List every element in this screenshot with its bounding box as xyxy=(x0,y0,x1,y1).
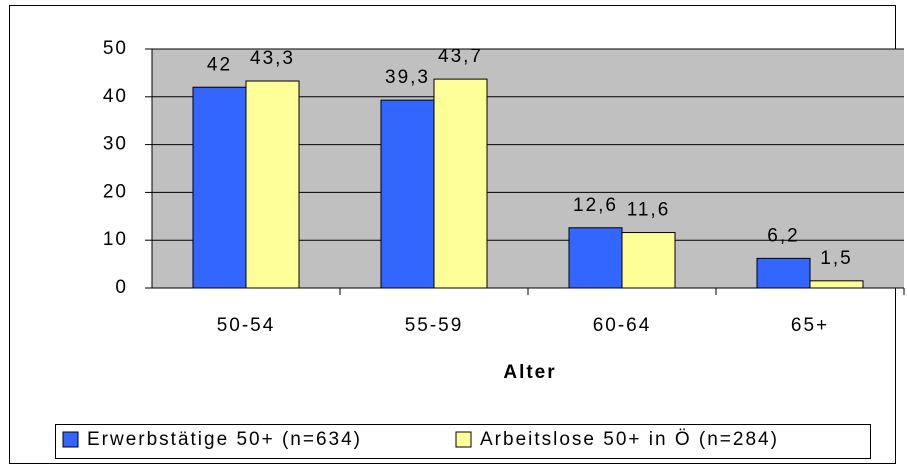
legend-swatch xyxy=(455,431,472,448)
data-label: 43,3 xyxy=(250,48,295,69)
y-tick-label: 50 xyxy=(103,38,128,59)
data-label: 1,5 xyxy=(820,248,852,269)
bar xyxy=(245,80,300,289)
data-label: 42 xyxy=(207,54,232,75)
x-tick-label: 60-64 xyxy=(593,315,652,336)
y-tick-label: 20 xyxy=(103,181,128,202)
data-label: 43,7 xyxy=(438,46,483,67)
bar xyxy=(568,227,623,289)
data-label: 12,6 xyxy=(573,195,618,216)
x-tick-label: 50-54 xyxy=(217,315,276,336)
bar xyxy=(192,86,247,289)
y-tick-label: 30 xyxy=(103,134,128,155)
bar xyxy=(621,232,676,289)
data-label: 6,2 xyxy=(767,225,799,246)
bar xyxy=(809,280,864,289)
x-tick-label: 65+ xyxy=(791,315,829,336)
bar xyxy=(433,78,488,289)
y-tick-label: 10 xyxy=(103,229,128,250)
x-tick-label: 55-59 xyxy=(405,315,464,336)
bar xyxy=(380,99,435,289)
x-axis-label: Alter xyxy=(503,362,556,383)
data-label: 39,3 xyxy=(385,67,430,88)
bar xyxy=(756,257,811,289)
y-tick-label: 40 xyxy=(103,86,128,107)
legend-swatch xyxy=(62,431,79,448)
legend-label: Erwerbstätige 50+ (n=634) xyxy=(87,429,362,450)
y-tick-label: 0 xyxy=(115,277,128,298)
data-label: 11,6 xyxy=(627,200,671,221)
legend-label: Arbeitslose 50+ in Ö (n=284) xyxy=(480,429,779,450)
